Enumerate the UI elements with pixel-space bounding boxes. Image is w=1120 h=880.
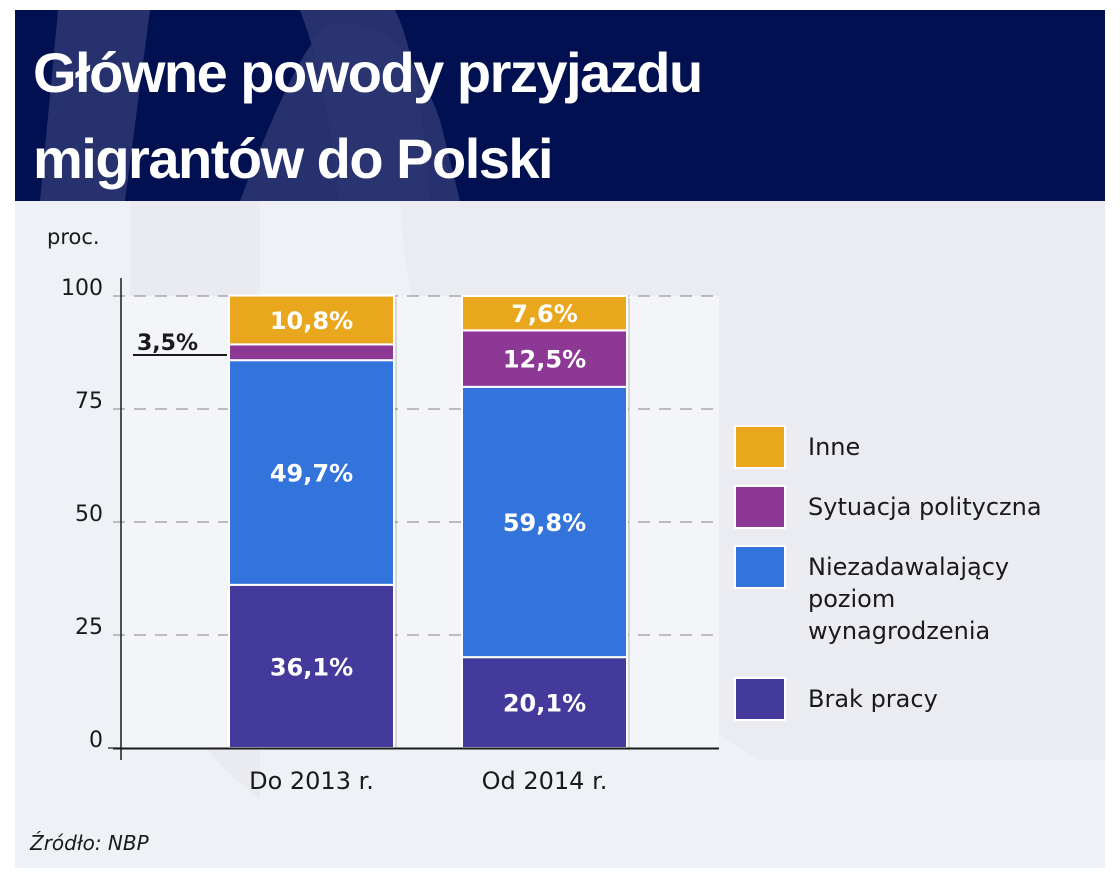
y-axis-ticks: 0 25 50 75 100 [61, 276, 121, 753]
legend-label-sytuacja-polityczna: Sytuacja polityczna [808, 493, 1042, 521]
bar-segment-brak-pracy-od-2014-r [461, 656, 628, 750]
legend-label-niezadawalajacy-poziom-wynagrodzenia-line-1: Niezadawalający [808, 553, 1009, 581]
title-line-1: Główne powody przyjazdu [33, 41, 702, 104]
legend-swatch-brak-pracy [734, 677, 786, 721]
header-background [15, 10, 1105, 201]
x-category-label-od-2014-r: Od 2014 r. [482, 767, 608, 795]
legend-item-inne: Inne [734, 425, 860, 469]
legend-label-inne: Inne [808, 433, 860, 461]
legend-item-niezadawalajacy-poziom-wynagrodzenia: Niezadawalający poziom wynagrodzenia [734, 545, 1009, 645]
data-label-niezadawalajacy-poziom-wynagrodzenia-od-2014-r: 59,8% [503, 509, 586, 537]
y-tick-label-25: 25 [75, 615, 103, 640]
header-watermark-left [40, 10, 150, 201]
y-tick-label-0: 0 [89, 728, 103, 753]
bar-segment-inne-od-2014-r [461, 295, 628, 332]
data-label-inne-od-2014-r: 7,6% [511, 300, 578, 328]
legend: Inne Sytuacja polityczna Niezadawalający po… [734, 425, 1042, 721]
y-axis-unit-label: proc. [47, 225, 100, 249]
data-label-sytuacja-polityczna-od-2014-r: 12,5% [503, 346, 586, 374]
title-line-2: migrantów do Polski [33, 127, 552, 190]
y-tick-label-75: 75 [75, 389, 103, 414]
callout: 3,5% [133, 331, 227, 356]
header: Główne powody przyjazdu migrantów do Pol… [15, 10, 1105, 202]
legend-label-brak-pracy: Brak pracy [808, 685, 938, 713]
bar-segment-sytuacja-polityczna-do-2013-r [228, 343, 395, 362]
x-category-label-do-2013-r: Do 2013 r. [249, 767, 374, 795]
data-label-inne-do-2013-r: 10,8% [270, 307, 353, 335]
legend-label-niezadawalajacy-poziom-wynagrodzenia-line-2: poziom [808, 585, 895, 613]
legend-swatch-inne [734, 425, 786, 469]
bars [228, 294, 630, 750]
legend-label-niezadawalajacy-poziom-wynagrodzenia-line-3: wynagrodzenia [808, 617, 990, 645]
segment-labels: 36,1% 49,7% 10,8% 20,1% 59,8% 12,5% 7,6% [270, 300, 586, 717]
data-label-brak-pracy-od-2014-r: 20,1% [503, 690, 586, 718]
x-axis-categories: Do 2013 r. Od 2014 r. [249, 767, 607, 795]
header-watermark-right [300, 10, 430, 201]
legend-item-brak-pracy: Brak pracy [734, 677, 938, 721]
bar-segment-niezadawalajacy-poziom-wynagrodzenia-od-2014-r [461, 385, 628, 659]
callout-label: 3,5% [137, 331, 198, 356]
legend-swatch-sytuacja-polityczna [734, 485, 786, 529]
y-tick-label-50: 50 [75, 502, 103, 527]
legend-swatch-niezadawalajacy-poziom-wynagrodzenia [734, 545, 786, 589]
y-tick-label-100: 100 [61, 276, 103, 301]
legend-item-sytuacja-polityczna: Sytuacja polityczna [734, 485, 1042, 529]
source-note: Źródło: NBP [29, 831, 150, 855]
bar-segment-inne-do-2013-r [228, 294, 395, 346]
data-label-brak-pracy-do-2013-r: 36,1% [270, 653, 353, 681]
data-label-niezadawalajacy-poziom-wynagrodzenia-do-2013-r: 49,7% [270, 460, 353, 488]
